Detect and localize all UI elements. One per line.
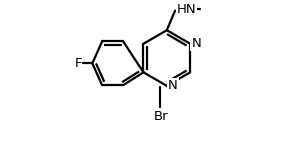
Text: F: F <box>74 57 82 70</box>
Text: Br: Br <box>153 110 168 123</box>
Text: N: N <box>191 37 201 50</box>
Text: N: N <box>168 79 178 92</box>
Text: HN: HN <box>177 3 196 16</box>
